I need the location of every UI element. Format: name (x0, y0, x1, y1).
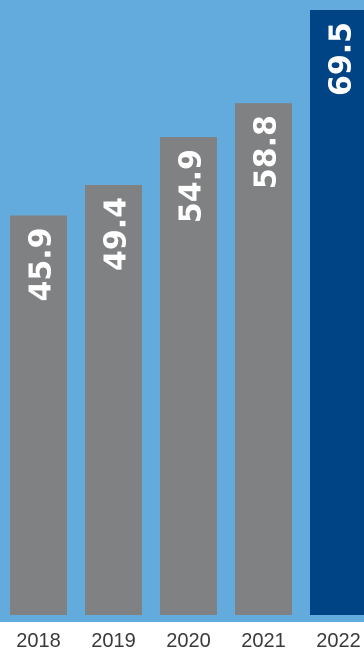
bar-2018 (10, 215, 67, 615)
tick-labels-group: 2018 2019 2020 2021 2022 (16, 630, 361, 652)
tick-label-2020: 2020 (166, 630, 211, 652)
bar-2021 (235, 103, 292, 615)
tick-label-2018: 2018 (16, 630, 61, 652)
value-label-2020: 54.9 (174, 149, 209, 223)
bar-2022 (310, 10, 364, 615)
value-labels-group: 45.9 49.4 54.9 58.8 69.5 (24, 22, 359, 301)
tick-label-2021: 2021 (241, 630, 286, 652)
tick-label-2019: 2019 (91, 630, 136, 652)
bar-2019 (85, 184, 142, 615)
tick-label-2022: 2022 (316, 630, 361, 652)
value-label-2021: 58.8 (249, 115, 284, 189)
axis-band (0, 622, 364, 654)
value-label-2022: 69.5 (324, 22, 359, 96)
bar-2020 (160, 137, 217, 616)
bars-group (10, 10, 364, 616)
value-label-2019: 49.4 (99, 197, 134, 271)
value-label-2018: 45.9 (24, 227, 59, 301)
